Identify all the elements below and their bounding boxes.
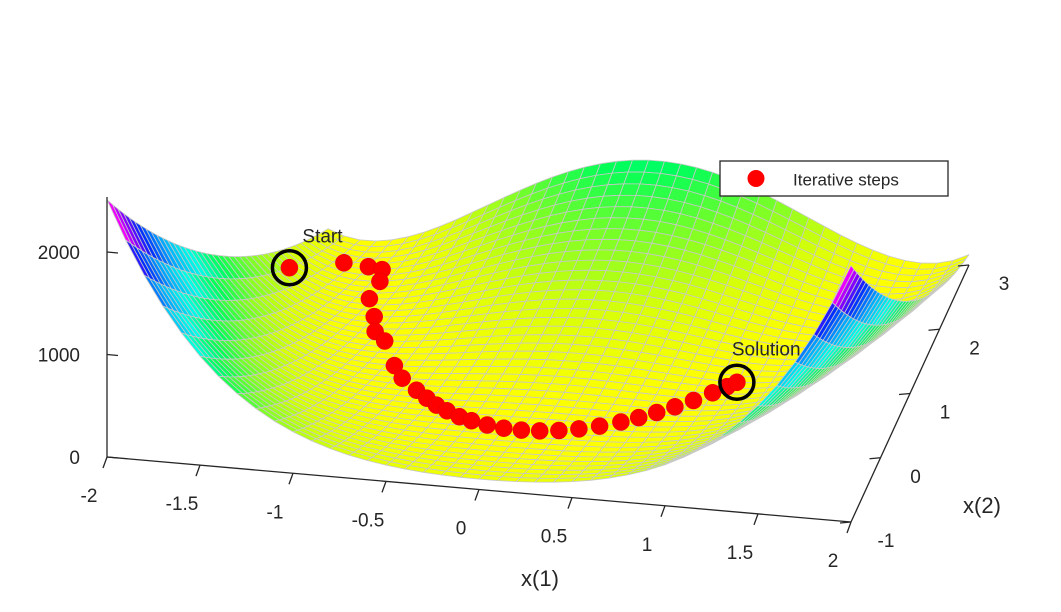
step-point bbox=[335, 254, 353, 272]
step-point bbox=[360, 289, 379, 308]
step-point bbox=[590, 417, 609, 435]
x-tick-mark bbox=[102, 456, 108, 469]
start-label: Start bbox=[302, 227, 343, 248]
solution-marker-ring bbox=[718, 363, 756, 401]
z-tick-label: 0 bbox=[69, 448, 80, 469]
legend-label: Iterative steps bbox=[793, 171, 899, 190]
legend: Iterative steps bbox=[719, 160, 949, 197]
legend-marker bbox=[747, 170, 765, 187]
y-tick-label: 0 bbox=[910, 467, 921, 488]
step-point bbox=[512, 421, 531, 439]
step-point bbox=[629, 408, 648, 427]
x-tick-mark bbox=[195, 464, 201, 477]
step-point bbox=[280, 258, 299, 277]
step-point bbox=[612, 413, 630, 431]
x-tick-label: 1.5 bbox=[727, 543, 753, 564]
x-tick-label: 0 bbox=[456, 519, 467, 540]
y-tick-label: -1 bbox=[878, 531, 895, 552]
step-point bbox=[385, 356, 404, 375]
z-tick-mark bbox=[106, 456, 119, 459]
x-tick-label: -2 bbox=[81, 486, 98, 507]
x-tick-label: 2 bbox=[828, 551, 839, 572]
step-point bbox=[371, 272, 389, 291]
x-tick-mark bbox=[288, 473, 294, 485]
step-point bbox=[550, 421, 568, 440]
surface-patch bbox=[832, 265, 855, 306]
y-tick-mark bbox=[869, 457, 881, 460]
step-point bbox=[478, 416, 496, 434]
z-tick-label: 2000 bbox=[38, 243, 80, 264]
x-tick-mark bbox=[660, 505, 666, 517]
step-point bbox=[375, 332, 394, 350]
x-tick-label: 1 bbox=[642, 535, 653, 556]
step-point bbox=[684, 391, 703, 410]
z-tick-label: 1000 bbox=[38, 346, 80, 367]
step-point bbox=[666, 398, 684, 416]
y-tick-label: 2 bbox=[969, 338, 980, 359]
y-tick-mark bbox=[957, 264, 970, 267]
z-tick-mark bbox=[106, 251, 119, 254]
iterative-steps-series bbox=[280, 254, 746, 440]
x-tick-label: -1 bbox=[267, 502, 284, 523]
annotations: Start Solution bbox=[270, 227, 801, 401]
y-tick-mark bbox=[928, 328, 940, 331]
step-point bbox=[495, 419, 513, 437]
y-tick-label: 1 bbox=[940, 403, 951, 424]
step-point bbox=[530, 422, 549, 440]
z-tick-mark bbox=[106, 353, 119, 357]
step-point bbox=[393, 369, 411, 387]
step-point bbox=[647, 403, 666, 422]
y-tick-mark bbox=[898, 392, 911, 396]
step-point bbox=[570, 420, 588, 438]
x-tick-mark bbox=[567, 497, 573, 509]
y-axis-label: x(2) bbox=[963, 493, 1001, 518]
x-axis-label: x(1) bbox=[521, 566, 559, 591]
x-tick-label: -0.5 bbox=[352, 510, 385, 531]
x-tick-mark bbox=[381, 481, 387, 493]
solution-label: Solution bbox=[732, 339, 801, 360]
axes bbox=[102, 197, 970, 534]
x-tick-label: -1.5 bbox=[166, 494, 199, 515]
x-tick-mark bbox=[474, 489, 480, 501]
step-point bbox=[365, 307, 383, 326]
x-tick-mark bbox=[753, 513, 759, 526]
x-tick-mark bbox=[846, 521, 852, 534]
x-tick-label: 0.5 bbox=[541, 527, 567, 548]
y-tick-label: 3 bbox=[999, 274, 1010, 295]
step-point bbox=[462, 411, 481, 430]
step-point bbox=[728, 373, 746, 392]
tick-labels: -2 -1.5 -1 -0.5 0 0.5 1 1.5 2 -1 0 1 2 3 0 1000 2000 x(1)… bbox=[38, 243, 1010, 591]
y-tick-mark bbox=[839, 521, 852, 524]
start-marker-ring bbox=[270, 248, 309, 287]
